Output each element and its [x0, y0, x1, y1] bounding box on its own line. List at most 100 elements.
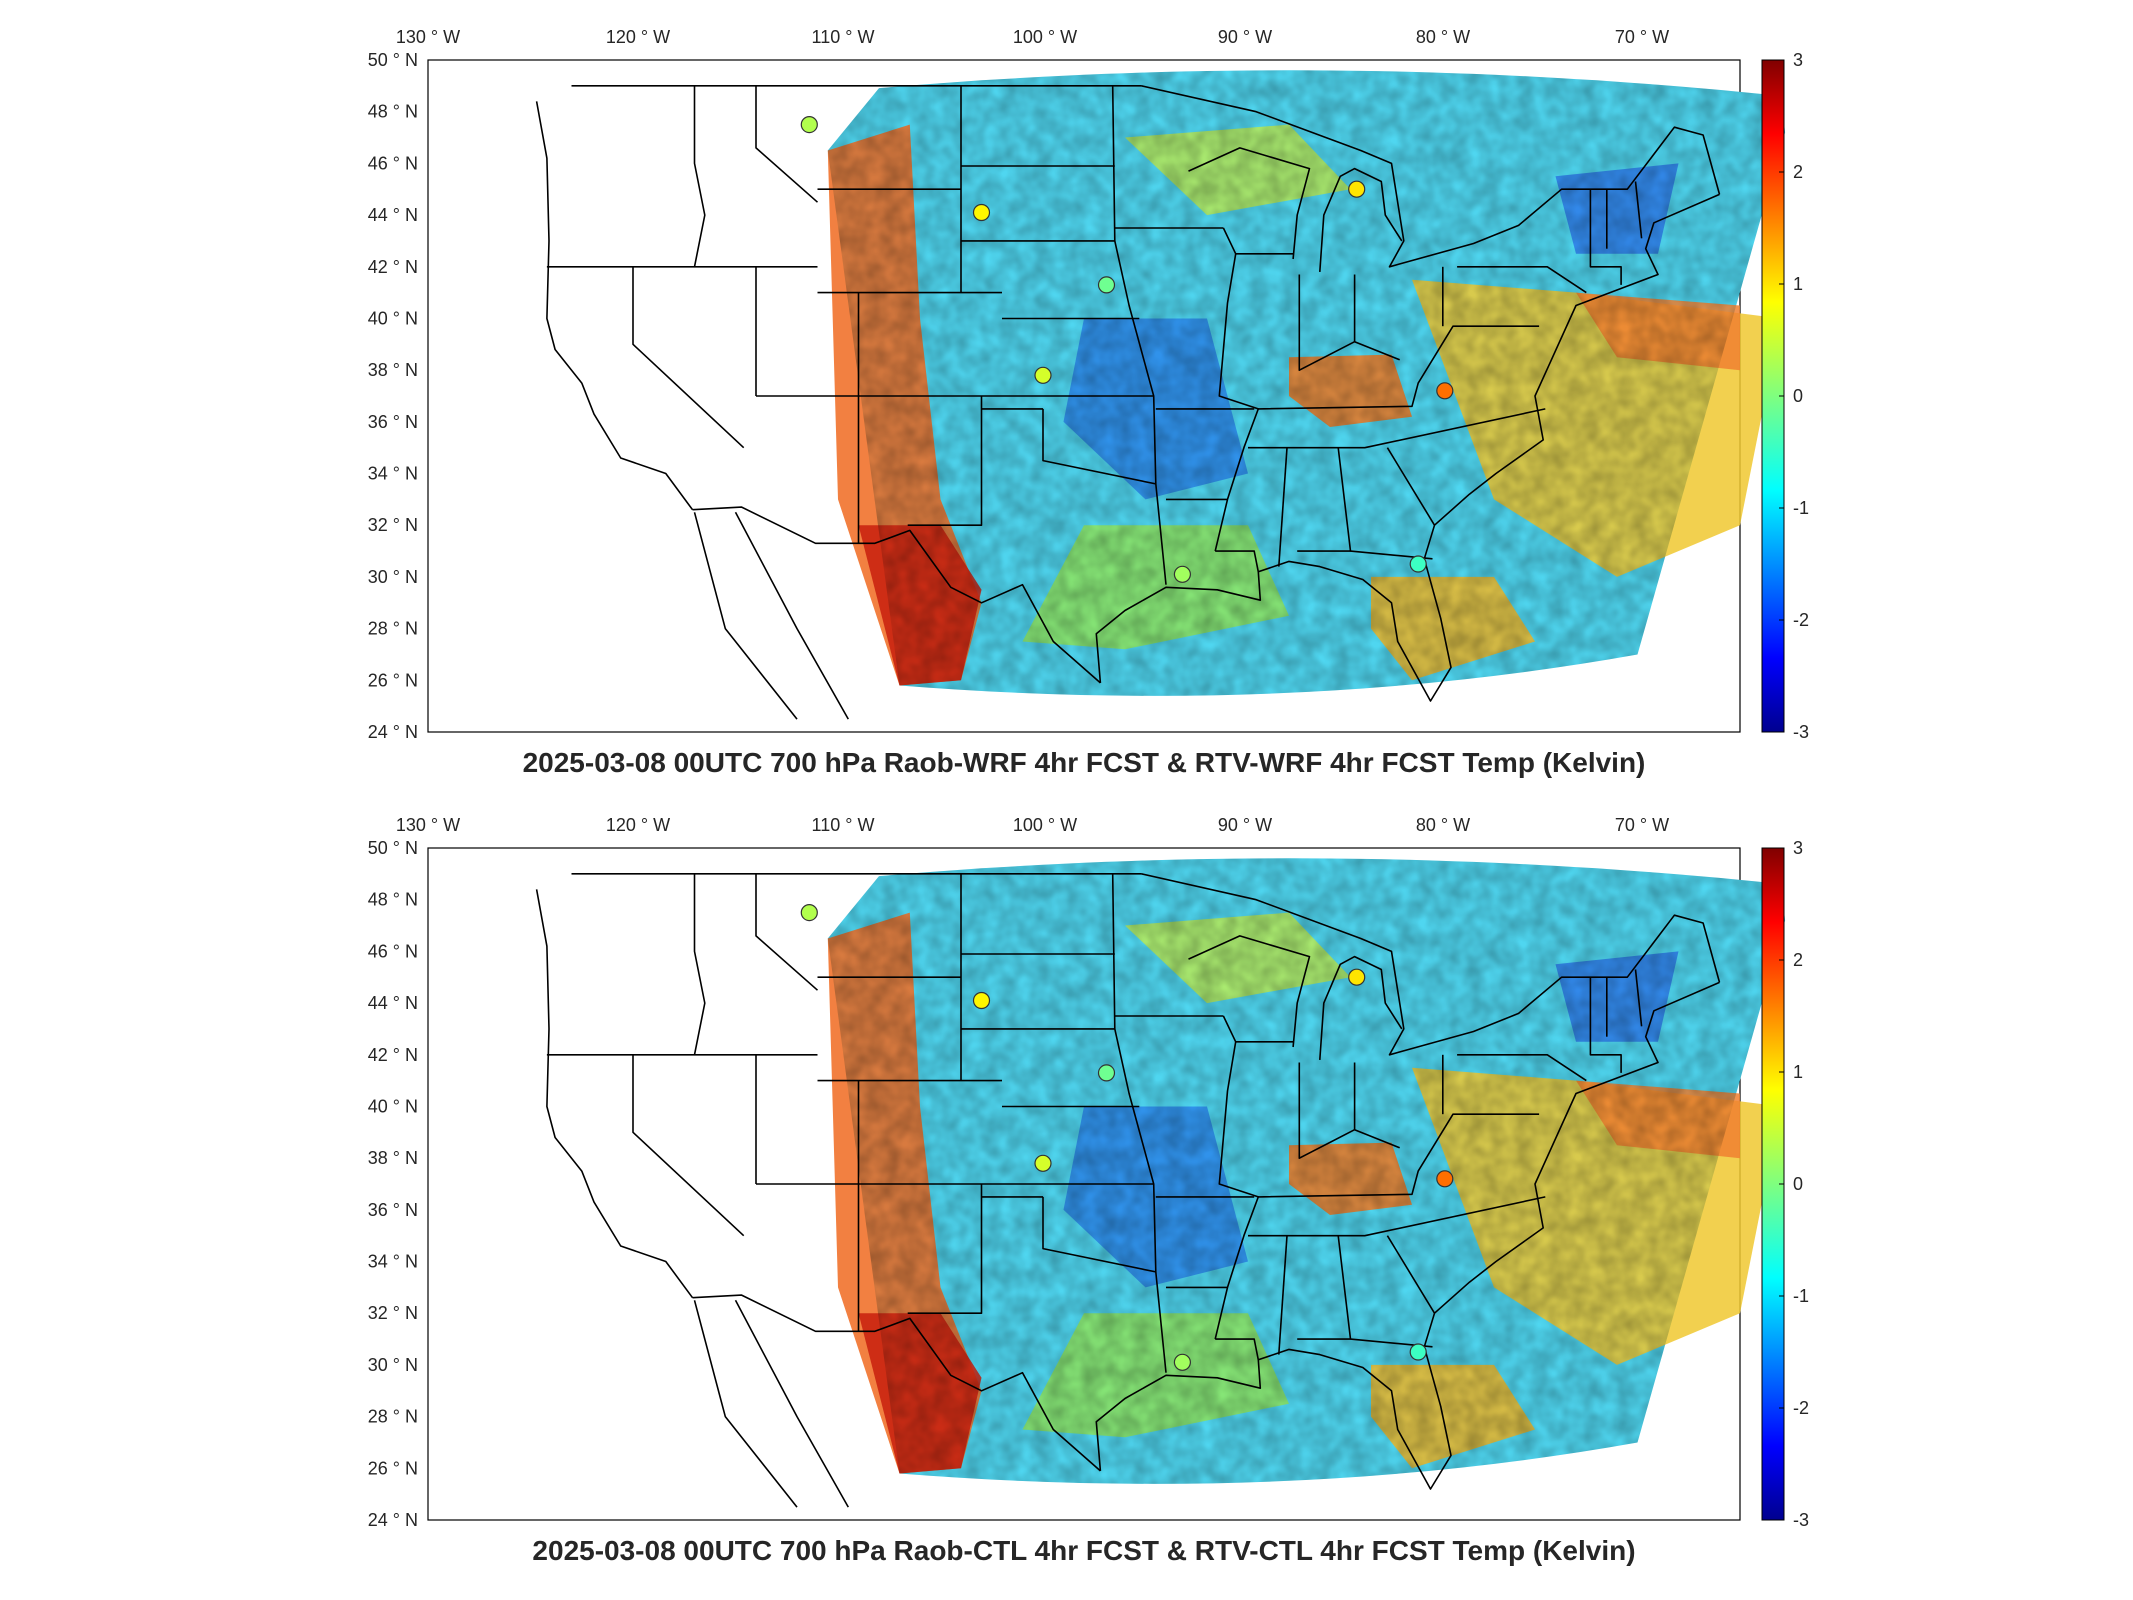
lat-tick-label: 44 ° N	[368, 993, 418, 1013]
border-line-30	[1248, 408, 1546, 449]
lon-tick-label: 120 ° W	[606, 27, 670, 47]
lat-tick-labels: 50 ° N 48 ° N 46 ° N 44 ° N 42 ° N 40 ° N 38 °…	[368, 838, 418, 1530]
raob-marker-7[interactable]	[1173, 565, 1192, 583]
raob-marker-6[interactable]	[1436, 382, 1454, 400]
border-line-16	[907, 396, 983, 526]
lon-tick-label: 80 ° W	[1416, 815, 1470, 835]
lat-tick-label: 36 ° N	[368, 1200, 418, 1220]
lat-tick-label: 26 ° N	[368, 670, 418, 690]
border-line-7	[632, 1054, 745, 1237]
lon-tick-labels: 130 ° W 120 ° W 110 ° W 100 ° W 90 ° W 80 ° W…	[396, 815, 1669, 835]
colorbar-tick-label: -1	[1793, 1286, 1809, 1306]
gulf-of-california-coast	[734, 1299, 849, 1508]
colorbar-tick-label: 3	[1793, 50, 1803, 70]
temperature-field	[827, 70, 1786, 696]
border-line-27	[1215, 1338, 1260, 1360]
border-line-5	[1141, 85, 1721, 268]
lon-tick-labels: 130 ° W 120 ° W 110 ° W 100 ° W 90 ° W 80 ° W…	[396, 27, 1669, 47]
colorbar-tick-label: 2	[1793, 162, 1803, 182]
lat-tick-label: 34 ° N	[368, 1252, 418, 1272]
colorbar-tick-label: 1	[1793, 1062, 1803, 1082]
raob-marker-8[interactable]	[1409, 555, 1427, 573]
raob-markers	[800, 115, 1454, 583]
lat-tick-label: 42 ° N	[368, 257, 418, 277]
raob-marker-1[interactable]	[800, 903, 818, 922]
lon-tick-label: 120 ° W	[606, 815, 670, 835]
border-line-39	[1188, 147, 1311, 260]
border-line-2	[692, 506, 1101, 684]
lon-tick-label: 70 ° W	[1615, 815, 1669, 835]
border-line-43	[1634, 181, 1643, 239]
raob-marker-4[interactable]	[1034, 1154, 1052, 1172]
border-line-41	[1589, 977, 1622, 1073]
raob-marker-6[interactable]	[1436, 1170, 1454, 1188]
border-line-33	[1258, 325, 1540, 410]
colorbar: 3 2 1 0 -1 -2 -3	[1761, 50, 1809, 742]
lon-tick-label: 80 ° W	[1416, 27, 1470, 47]
raob-marker-4[interactable]	[1034, 366, 1052, 384]
lat-tick-label: 30 ° N	[368, 1355, 418, 1375]
border-line-24	[1214, 1015, 1260, 1340]
raob-marker-8[interactable]	[1409, 1343, 1427, 1361]
raob-marker-3[interactable]	[1097, 1064, 1116, 1082]
raob-markers	[800, 903, 1454, 1371]
colorbar-tick-label: -3	[1793, 722, 1809, 742]
border-line-32	[1386, 447, 1436, 526]
raob-marker-5[interactable]	[1348, 968, 1366, 986]
raob-marker-1[interactable]	[800, 115, 818, 134]
border-line-33	[1258, 1113, 1540, 1198]
border-line-28	[1278, 447, 1288, 567]
colorbar-tick-label: 1	[1793, 274, 1803, 294]
lat-tick-label: 40 ° N	[368, 1096, 418, 1116]
border-line-41	[1589, 189, 1622, 285]
lat-tick-label: 28 ° N	[368, 619, 418, 639]
lat-tick-labels: 50 ° N 48 ° N 46 ° N 44 ° N 42 ° N 40 ° N 38 °…	[368, 50, 418, 742]
temperature-field	[827, 858, 1786, 1484]
baja-coast	[693, 1300, 798, 1508]
lon-tick-label: 70 ° W	[1615, 27, 1669, 47]
lon-tick-label: 90 ° W	[1218, 27, 1272, 47]
raob-marker-2[interactable]	[972, 203, 991, 222]
lon-tick-label: 100 ° W	[1013, 27, 1077, 47]
border-line-27	[1215, 550, 1260, 572]
border-line-43	[1634, 969, 1643, 1027]
border-line-21	[1042, 1196, 1156, 1273]
lat-tick-label: 32 ° N	[368, 515, 418, 535]
border-line-9	[693, 873, 706, 1055]
raob-marker-2[interactable]	[972, 991, 991, 1010]
lat-tick-label: 50 ° N	[368, 50, 418, 70]
colorbar: 3 2 1 0 -1 -2 -3	[1761, 838, 1809, 1530]
colorbar-tick-label: 0	[1793, 386, 1803, 406]
border-line-28	[1278, 1235, 1288, 1355]
lat-tick-label: 50 ° N	[368, 838, 418, 858]
field-texture	[827, 858, 1786, 1484]
raob-marker-3[interactable]	[1097, 276, 1116, 294]
map-panel-2: 130 ° W 120 ° W 110 ° W 100 ° W 90 ° W 80 ° W…	[368, 815, 1809, 1566]
colorbar-tick-label: 3	[1793, 838, 1803, 858]
border-line-39	[1188, 935, 1311, 1048]
border-line-40	[1319, 955, 1403, 1060]
baja-coast	[693, 512, 798, 720]
lat-tick-label: 48 ° N	[368, 102, 418, 122]
field-texture	[827, 70, 1786, 696]
colorbar-tick-label: 0	[1793, 1174, 1803, 1194]
colorbar-tick-label: 2	[1793, 950, 1803, 970]
lon-tick-label: 130 ° W	[396, 27, 460, 47]
border-line-40	[1319, 167, 1403, 272]
lat-tick-label: 46 ° N	[368, 941, 418, 961]
lat-tick-label: 44 ° N	[368, 205, 418, 225]
lat-tick-label: 32 ° N	[368, 1303, 418, 1323]
lat-tick-label: 34 ° N	[368, 464, 418, 484]
lat-tick-label: 46 ° N	[368, 153, 418, 173]
lon-tick-label: 130 ° W	[396, 815, 460, 835]
raob-marker-7[interactable]	[1173, 1353, 1192, 1371]
colorbar-tick-label: -1	[1793, 498, 1809, 518]
border-line-1	[535, 889, 694, 1299]
border-line-2	[692, 1294, 1101, 1472]
colorbar-tick-label: -2	[1793, 610, 1809, 630]
state-borders	[535, 873, 1721, 1508]
border-line-22	[1111, 85, 1167, 585]
border-line-1	[535, 101, 694, 511]
raob-marker-5[interactable]	[1348, 180, 1366, 198]
